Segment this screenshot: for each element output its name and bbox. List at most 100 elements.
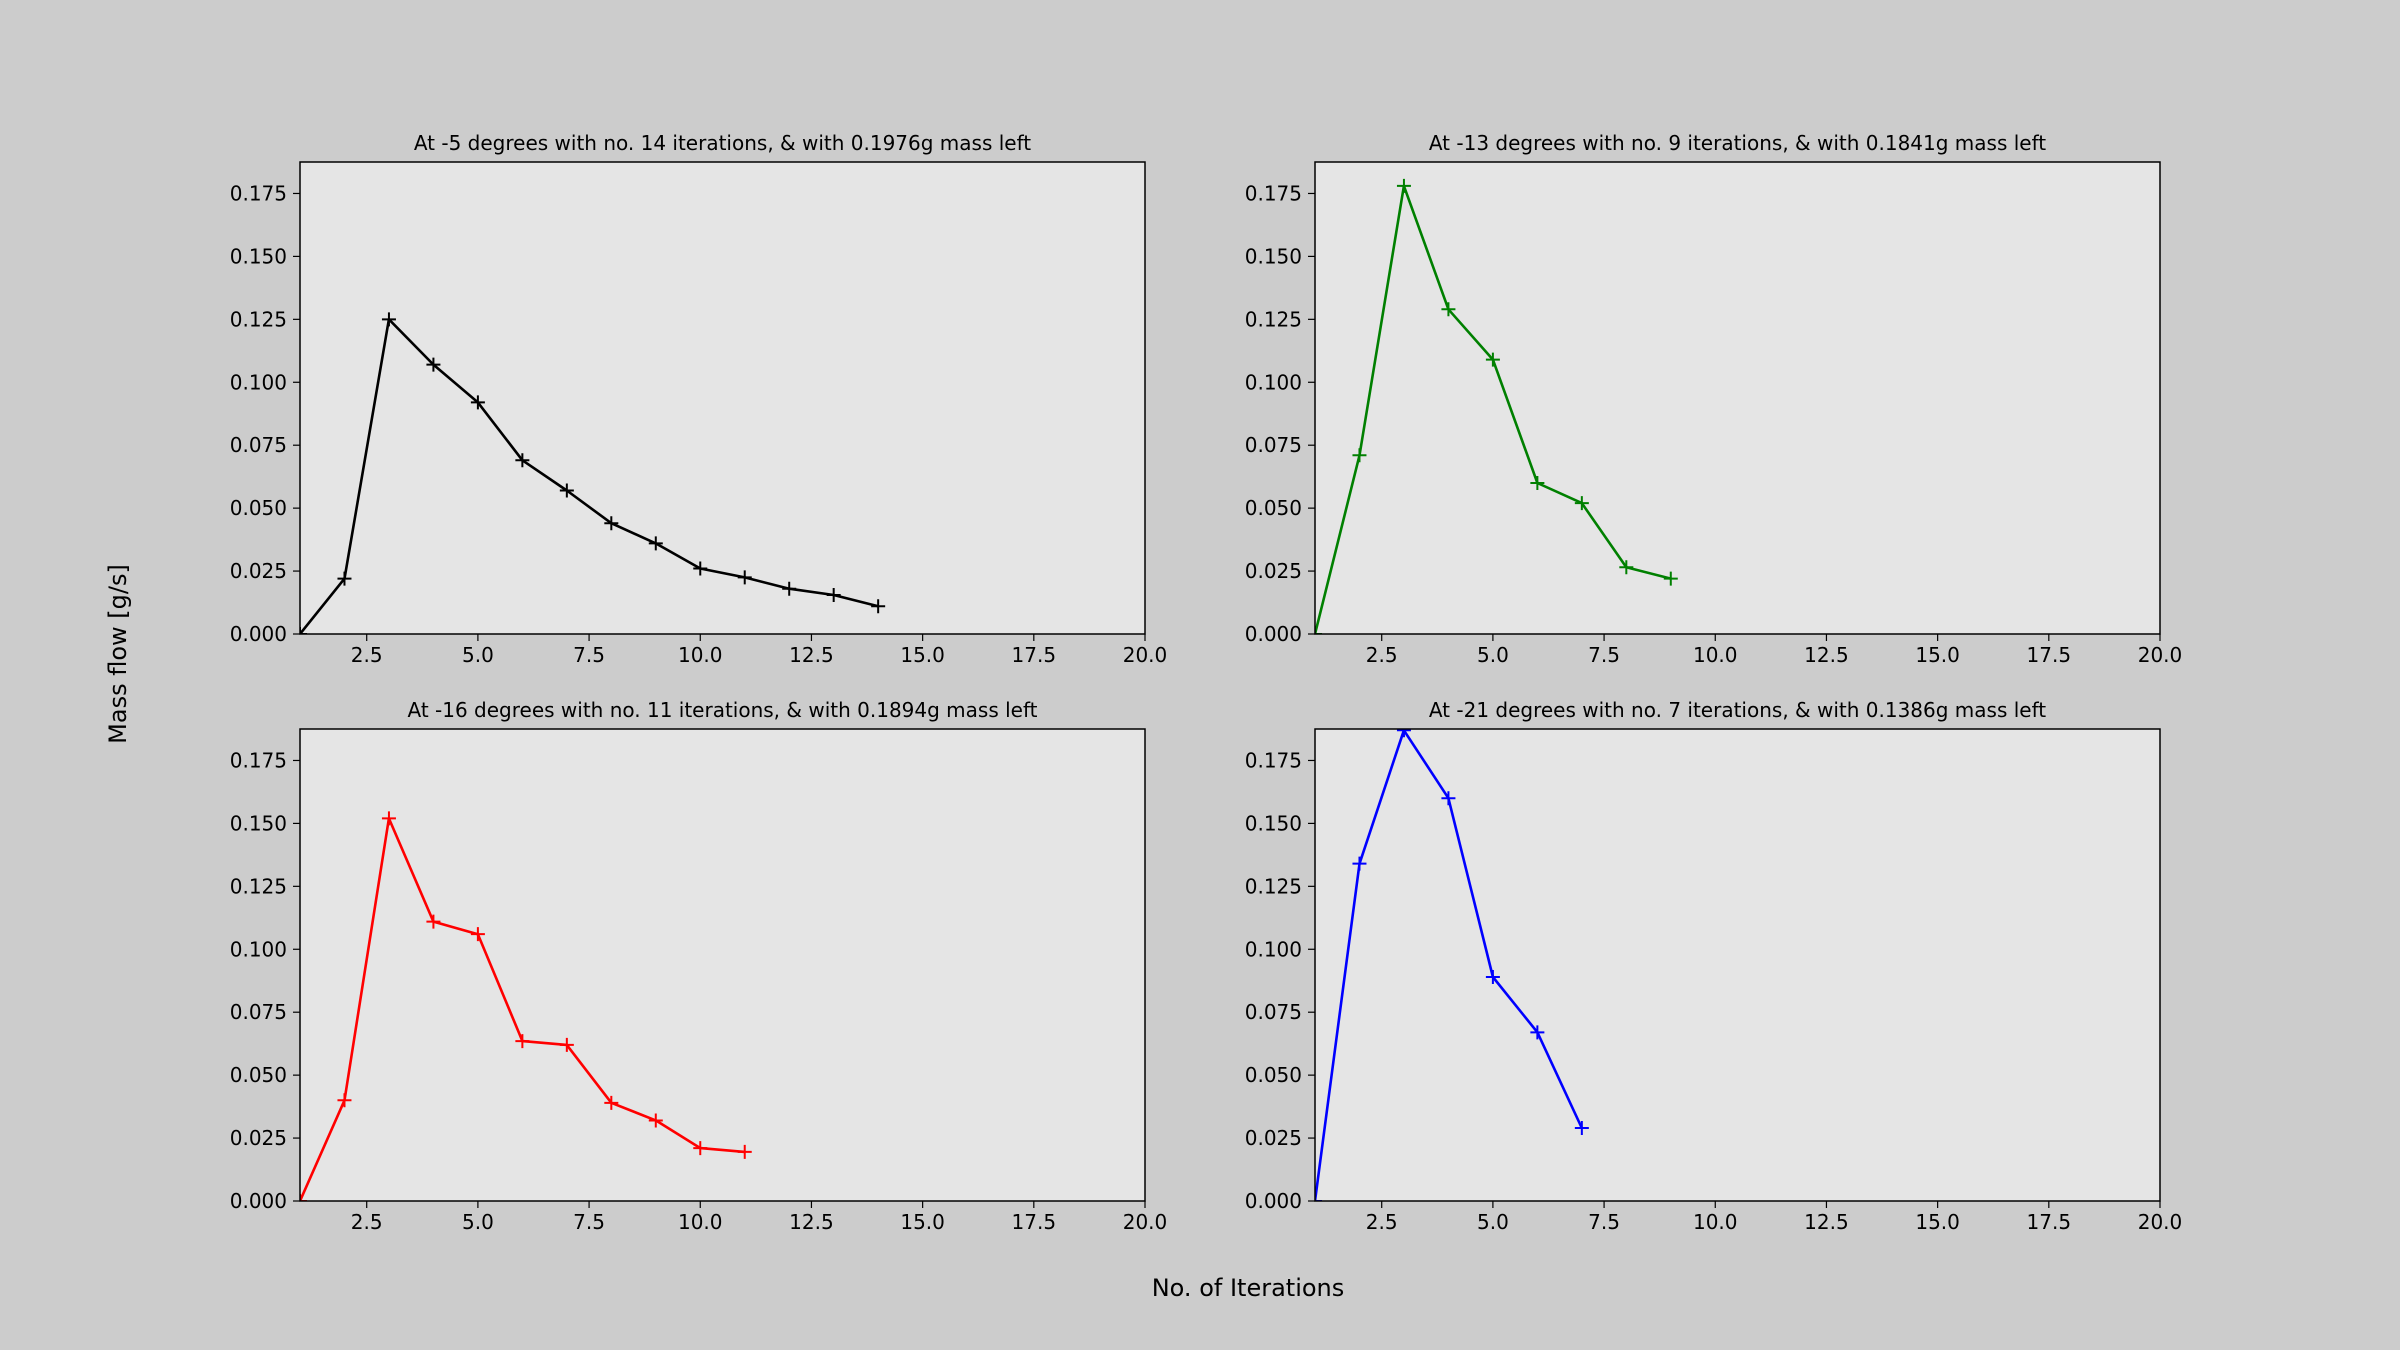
- y-tick-label: 0.050: [230, 496, 287, 520]
- axes-frame: [1314, 728, 2161, 1202]
- data-point: [693, 1141, 708, 1156]
- x-tick-label: 20.0: [2138, 1210, 2183, 1234]
- data-point: [1574, 1121, 1589, 1135]
- data-point: [1530, 1025, 1545, 1040]
- x-tick-label: 7.5: [573, 1210, 605, 1234]
- data-point: [559, 483, 574, 498]
- y-tick-label: 0.150: [1245, 811, 1302, 835]
- data-point: [1441, 791, 1456, 806]
- x-tick-label: 10.0: [1693, 1210, 1738, 1234]
- x-tick-label: 10.0: [1693, 643, 1738, 667]
- data-point: [604, 1095, 619, 1110]
- data-point: [1396, 729, 1411, 738]
- x-tick-label: 15.0: [1915, 643, 1960, 667]
- y-tick-label: 0.125: [230, 307, 287, 331]
- x-tick-label: 12.5: [789, 1210, 834, 1234]
- data-point: [1396, 178, 1411, 193]
- series-line: [300, 317, 879, 634]
- x-tick-label: 2.5: [351, 643, 383, 667]
- data-point: [426, 357, 441, 372]
- y-tick-label: 0.075: [230, 433, 287, 457]
- y-tick-label: 0.175: [230, 181, 287, 205]
- y-tick-label: 0.150: [230, 811, 287, 835]
- y-tick-label: 0.025: [230, 1126, 287, 1150]
- x-tick-label: 17.5: [2027, 643, 2072, 667]
- data-point: [871, 599, 886, 614]
- subplot-grid: At -5 degrees with no. 14 iterations, & …: [230, 131, 2183, 1234]
- x-tick-label: 5.0: [462, 643, 494, 667]
- y-tick-label: 0.000: [1245, 1189, 1302, 1213]
- subplot-title: At -13 degrees with no. 9 iterations, & …: [1429, 131, 2046, 155]
- x-tick-label: 15.0: [1915, 1210, 1960, 1234]
- data-point: [381, 312, 396, 327]
- data-point: [337, 1093, 352, 1108]
- y-tick-label: 0.000: [230, 622, 287, 646]
- data-point: [1663, 571, 1678, 586]
- series-1: [300, 312, 886, 634]
- y-tick-label: 0.125: [230, 874, 287, 898]
- data-point: [826, 587, 841, 602]
- y-tick-label: 0.025: [230, 559, 287, 583]
- data-point: [1485, 352, 1500, 367]
- x-tick-label: 2.5: [1366, 1210, 1398, 1234]
- axes-frame: [1314, 161, 2161, 635]
- x-tick-label: 17.5: [1012, 643, 1057, 667]
- x-tick-label: 10.0: [678, 643, 723, 667]
- figure-xlabel: No. of Iterations: [1152, 1274, 1345, 1302]
- data-point: [1574, 496, 1589, 511]
- x-tick-label: 7.5: [573, 643, 605, 667]
- y-tick-label: 0.175: [1245, 748, 1302, 772]
- data-point: [470, 927, 485, 942]
- data-point: [1352, 448, 1367, 463]
- x-tick-label: 5.0: [462, 1210, 494, 1234]
- subplot-title: At -5 degrees with no. 14 iterations, & …: [414, 131, 1031, 155]
- x-tick-label: 15.0: [900, 643, 945, 667]
- data-point: [1530, 475, 1545, 490]
- subplot-1: At -5 degrees with no. 14 iterations, & …: [230, 131, 1168, 667]
- data-point: [1485, 969, 1500, 984]
- y-tick-label: 0.125: [1245, 874, 1302, 898]
- data-point: [1619, 560, 1634, 575]
- y-tick-label: 0.100: [1245, 937, 1302, 961]
- x-tick-label: 2.5: [1366, 643, 1398, 667]
- y-tick-label: 0.000: [1245, 622, 1302, 646]
- x-tick-label: 7.5: [1588, 1210, 1620, 1234]
- x-tick-label: 15.0: [900, 1210, 945, 1234]
- y-tick-label: 0.025: [1245, 559, 1302, 583]
- x-tick-label: 20.0: [2138, 643, 2183, 667]
- y-tick-label: 0.075: [1245, 433, 1302, 457]
- x-tick-label: 2.5: [351, 1210, 383, 1234]
- axes-background: [1315, 729, 2160, 1201]
- data-point: [604, 516, 619, 531]
- y-tick-label: 0.050: [1245, 496, 1302, 520]
- x-tick-label: 7.5: [1588, 643, 1620, 667]
- data-point: [648, 1113, 663, 1128]
- x-tick-label: 5.0: [1477, 1210, 1509, 1234]
- axes-background: [300, 729, 1145, 1201]
- axes-frame: [299, 161, 1146, 635]
- figure-ylabel: Mass flow [g/s]: [104, 564, 132, 744]
- data-point: [515, 1034, 530, 1049]
- y-tick-label: 0.025: [1245, 1126, 1302, 1150]
- y-tick-label: 0.150: [1245, 244, 1302, 268]
- series-4: [1315, 729, 1589, 1201]
- subplot-4: At -21 degrees with no. 7 iterations, & …: [1245, 698, 2183, 1234]
- data-point: [1352, 856, 1367, 871]
- y-tick-label: 0.150: [230, 244, 287, 268]
- data-point: [737, 570, 752, 585]
- data-point: [782, 581, 797, 596]
- subplot-3: At -16 degrees with no. 11 iterations, &…: [230, 698, 1168, 1234]
- data-point: [381, 811, 396, 826]
- data-point: [559, 1037, 574, 1052]
- y-tick-label: 0.100: [230, 370, 287, 394]
- data-point: [648, 536, 663, 551]
- y-tick-label: 0.100: [1245, 370, 1302, 394]
- data-point: [470, 395, 485, 410]
- x-tick-label: 12.5: [1804, 1210, 1849, 1234]
- axes-background: [300, 162, 1145, 634]
- y-tick-label: 0.075: [1245, 1000, 1302, 1024]
- y-tick-label: 0.125: [1245, 307, 1302, 331]
- y-tick-label: 0.175: [230, 748, 287, 772]
- x-tick-label: 5.0: [1477, 643, 1509, 667]
